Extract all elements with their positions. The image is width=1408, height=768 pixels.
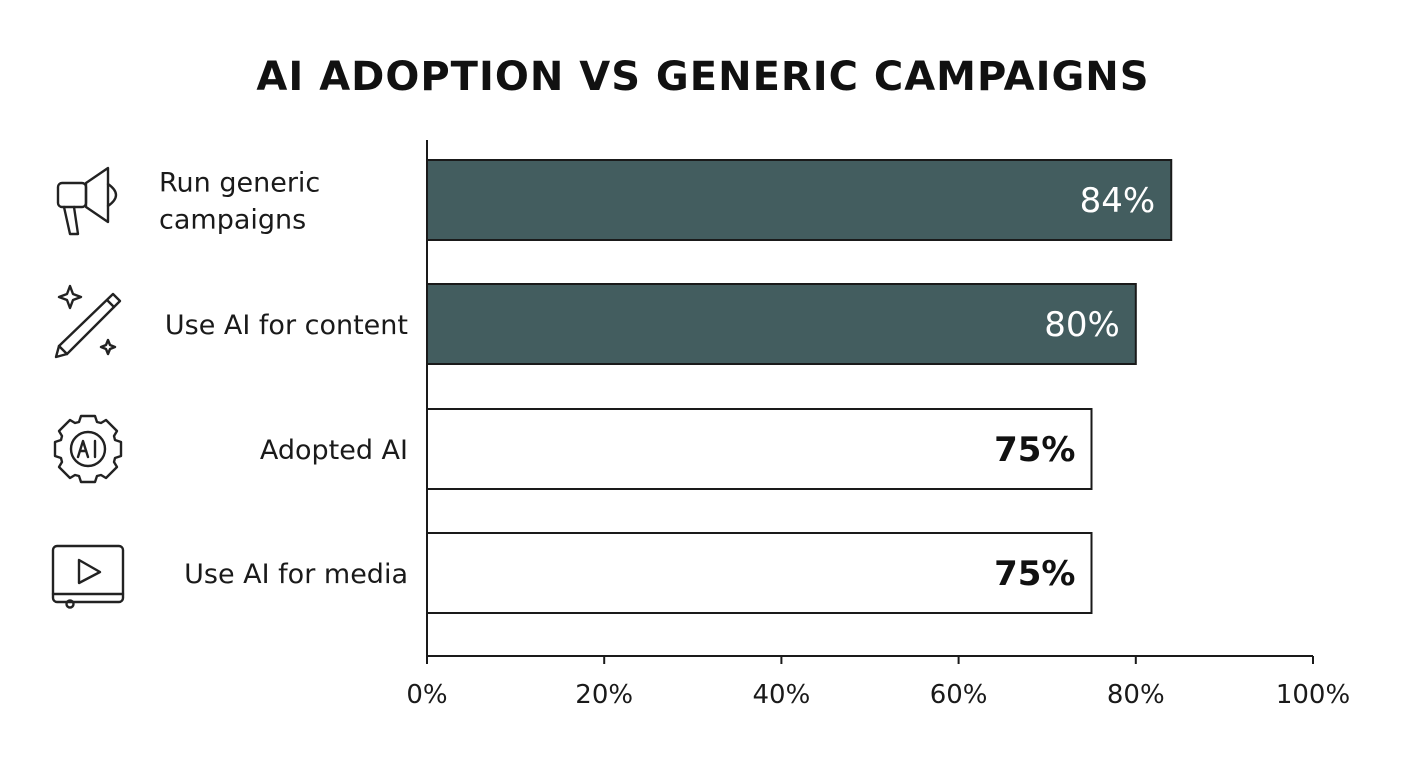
- x-tick-label: 40%: [753, 680, 811, 710]
- value-labels: 84% 80% 75% 75%: [994, 181, 1155, 594]
- category-icons: [51, 166, 125, 609]
- category-label-line: Use AI for content: [165, 310, 408, 341]
- category-label-line: Adopted AI: [260, 435, 408, 466]
- axes: [426, 140, 1313, 657]
- bars: [426, 159, 1173, 614]
- bar-3: [426, 408, 1093, 490]
- x-tick-label: 100%: [1276, 680, 1350, 710]
- megaphone-icon: [56, 166, 118, 236]
- bar-1: [426, 159, 1173, 241]
- value-label-2: 80%: [1044, 305, 1120, 345]
- category-label-line: Use AI for media: [184, 559, 408, 590]
- chart-title: AI ADOPTION VS GENERIC CAMPAIGNS: [256, 54, 1149, 100]
- value-label-3: 75%: [994, 430, 1075, 470]
- category-label-line: Run generic: [159, 168, 320, 199]
- category-label-line: campaigns: [159, 205, 306, 236]
- ai-gear-icon: [53, 414, 123, 484]
- value-label-4: 75%: [994, 554, 1075, 594]
- x-tick-label: 80%: [1107, 680, 1165, 710]
- category-label-4: Use AI for media: [184, 559, 408, 590]
- value-label-1: 84%: [1080, 181, 1156, 221]
- category-label-1: Run generic campaigns: [159, 168, 320, 236]
- bar-2: [426, 283, 1137, 365]
- x-ticks: 0% 20% 40% 60% 80% 100%: [406, 656, 1350, 710]
- x-tick-label: 20%: [575, 680, 633, 710]
- x-tick-label: 60%: [930, 680, 988, 710]
- bar-4: [426, 532, 1093, 614]
- category-label-3: Adopted AI: [260, 435, 408, 466]
- pencil-sparkle-icon: [54, 284, 122, 359]
- category-label-2: Use AI for content: [165, 310, 408, 341]
- category-labels: Run generic campaigns Use AI for content Ad…: [159, 168, 408, 591]
- video-player-icon: [51, 544, 125, 609]
- x-tick-label: 0%: [406, 680, 447, 710]
